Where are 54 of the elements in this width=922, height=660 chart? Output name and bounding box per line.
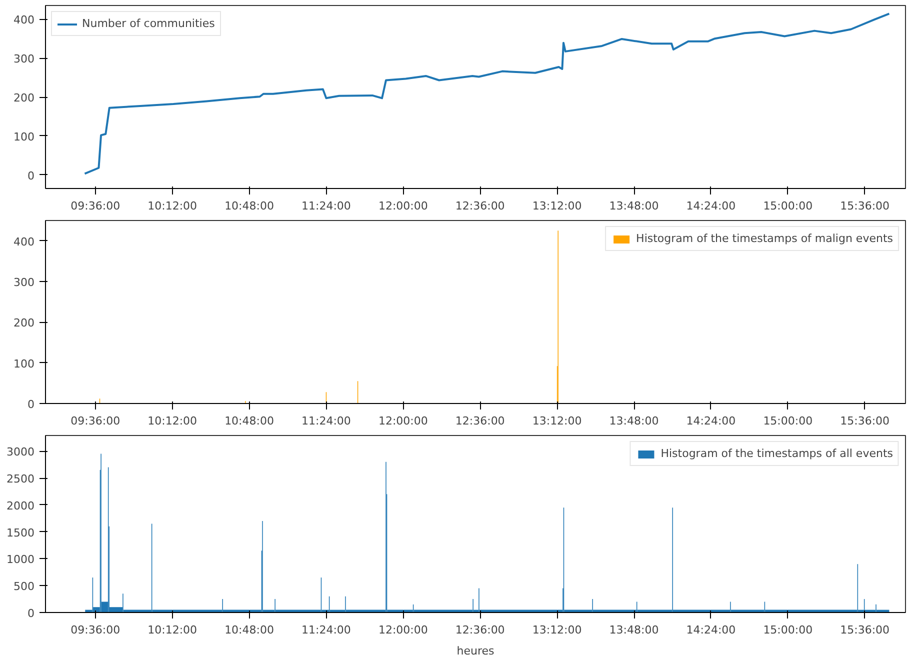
x-tick-label: 12:00:00 [378, 200, 428, 212]
x-tick-label: 09:36:00 [70, 624, 120, 636]
x-tick-label: 12:00:00 [378, 624, 428, 636]
y-tick-label: 500 [14, 580, 35, 594]
x-tick-label: 10:48:00 [224, 200, 274, 212]
x-tick-label: 15:00:00 [763, 200, 813, 212]
x-tick-label: 12:00:00 [378, 414, 428, 428]
x-tick-label: 10:12:00 [148, 200, 198, 212]
x-tick-label: 15:00:00 [763, 624, 813, 636]
x-tick-label: 15:36:00 [840, 200, 890, 212]
x-tick-label: 11:24:00 [302, 200, 351, 212]
x-tick-label: 10:12:00 [148, 414, 198, 428]
legend-label: Number of communities [82, 17, 215, 30]
x-tick-label: 13:12:00 [532, 200, 582, 212]
legend-label: Histogram of the timestamps of all events [660, 447, 893, 460]
y-tick-label: 1000 [6, 553, 35, 566]
x-tick-label: 13:12:00 [532, 414, 582, 428]
x-axis-title: heures [456, 644, 495, 658]
x-tick-label: 09:36:00 [70, 414, 120, 428]
y-tick-label: 200 [14, 316, 35, 330]
x-tick-label: 13:48:00 [609, 624, 659, 636]
x-tick-label: 13:12:00 [532, 624, 582, 636]
x-tick-label: 12:36:00 [455, 624, 505, 636]
y-tick-label: 0 [28, 398, 34, 411]
x-tick-label: 10:12:00 [148, 624, 198, 636]
legend-label: Histogram of the timestamps of malign events [636, 232, 893, 245]
x-tick-label: 09:36:00 [70, 200, 120, 212]
x-tick-label: 10:48:00 [224, 624, 274, 636]
y-tick-label: 300 [14, 276, 35, 289]
y-tick-label: 0 [28, 607, 34, 620]
x-tick-label: 11:24:00 [302, 624, 351, 636]
x-tick-label: 15:00:00 [763, 414, 813, 428]
x-tick-label: 14:24:00 [686, 414, 736, 428]
x-tick-label: 13:48:00 [609, 200, 659, 212]
x-tick-label: 14:24:00 [686, 200, 736, 212]
y-tick-label: 100 [14, 130, 35, 144]
x-tick-label: 12:36:00 [455, 414, 505, 428]
y-tick-label: 3000 [6, 446, 35, 459]
y-tick-label: 400 [14, 14, 35, 27]
x-tick-label: 15:36:00 [840, 414, 890, 428]
x-tick-label: 13:48:00 [609, 414, 659, 428]
x-tick-label: 15:36:00 [840, 624, 890, 636]
y-tick-label: 1500 [6, 526, 35, 540]
y-tick-label: 200 [14, 92, 35, 104]
y-tick-label: 100 [14, 357, 35, 370]
y-tick-label: 300 [14, 52, 35, 66]
y-tick-label: 2000 [6, 499, 35, 512]
y-tick-label: 2500 [6, 472, 35, 486]
y-tick-label: 0 [28, 169, 34, 182]
x-tick-label: 11:24:00 [302, 414, 351, 428]
y-tick-label: 400 [14, 235, 35, 248]
x-tick-label: 10:48:00 [224, 414, 274, 428]
x-tick-label: 12:36:00 [455, 200, 505, 212]
x-tick-label: 14:24:00 [686, 624, 736, 636]
